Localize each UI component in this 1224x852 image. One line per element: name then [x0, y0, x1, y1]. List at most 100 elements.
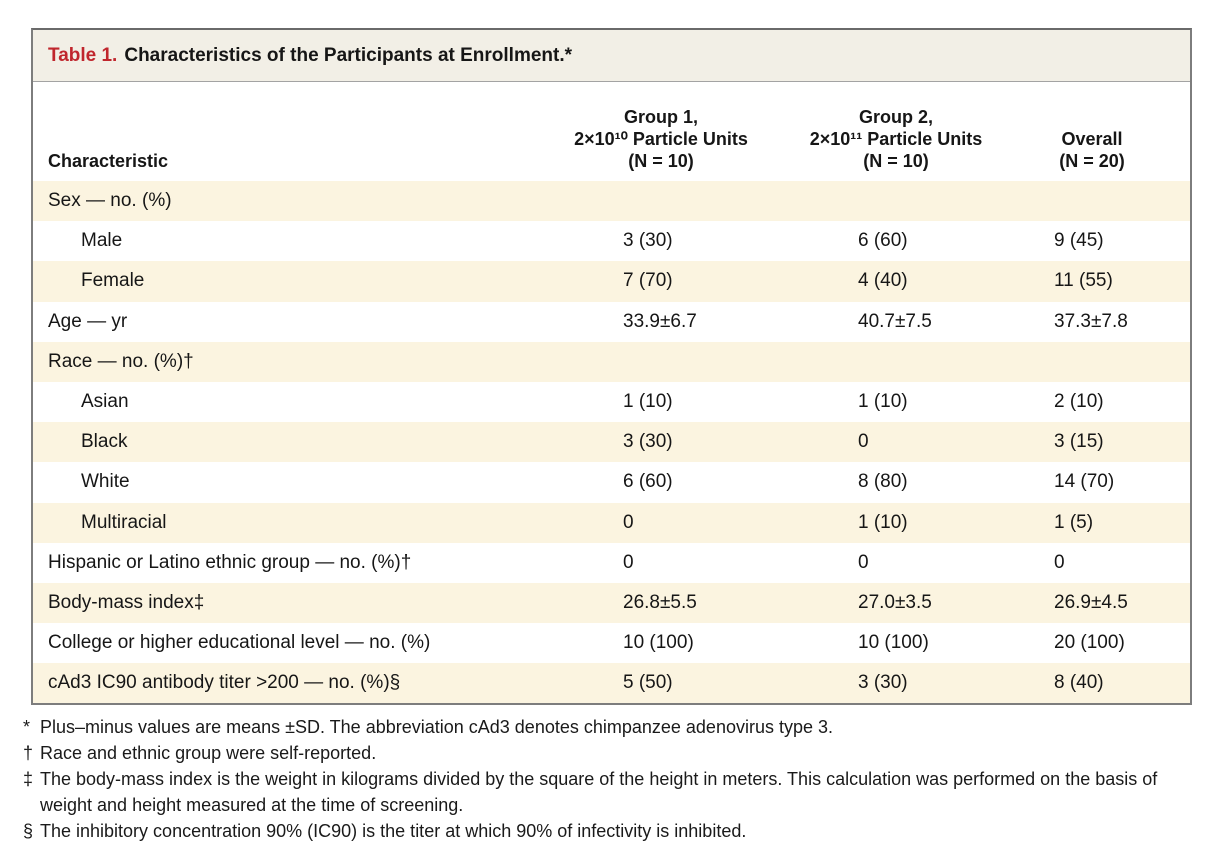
cell-value: 14 (70) [1054, 471, 1115, 493]
row-label: White [81, 471, 130, 493]
footnote-asterisk: * Plus–minus values are means ±SD. The ab… [23, 714, 1199, 740]
table-row: White 6 (60) 8 (80) 14 (70) [33, 462, 1190, 502]
cell-overall: 20 (100) [1011, 632, 1173, 654]
table-row: Black 3 (30) 0 3 (15) [33, 422, 1190, 463]
cell-group1: 6 (60) [541, 471, 781, 493]
row-label: Asian [81, 391, 129, 413]
cell-value: 11 (55) [1054, 270, 1113, 292]
cell-value: 3 (30) [858, 672, 908, 694]
cell-value: 10 (100) [623, 632, 694, 654]
table-row: Hispanic or Latino ethnic group — no. (%… [33, 543, 1190, 583]
cell-value: 20 (100) [1054, 632, 1125, 654]
row-label: Age — yr [48, 310, 128, 332]
cell-group1: 0 [541, 552, 781, 574]
table-row: cAd3 IC90 antibody titer >200 — no. (%)§… [33, 663, 1190, 704]
cell-value: 9 (45) [1054, 230, 1104, 252]
cell-group2 [781, 351, 1011, 373]
table-row: Male 3 (30) 6 (60) 9 (45) [33, 221, 1190, 261]
footnote-text: Plus–minus values are means ±SD. The abb… [40, 717, 834, 737]
cell-group2: 8 (80) [781, 471, 1011, 493]
cell-overall: 11 (55) [1011, 270, 1173, 292]
cell-value: 0 [1054, 551, 1065, 573]
cell-group2: 3 (30) [781, 672, 1011, 694]
footnotes: * Plus–minus values are means ±SD. The ab… [23, 714, 1199, 844]
cell-overall: 8 (40) [1011, 672, 1173, 694]
cell-value: 0 [858, 551, 869, 573]
cell-value: 4 (40) [858, 270, 908, 292]
cell-value: 40.7±7.5 [858, 310, 932, 332]
row-label: Sex — no. (%) [48, 190, 172, 212]
table-number: Table 1. [48, 44, 118, 66]
cell-value: 10 (100) [858, 632, 929, 654]
cell-overall: 14 (70) [1011, 471, 1173, 493]
cell-overall [1011, 190, 1173, 212]
cell-value: 27.0±3.5 [858, 591, 932, 613]
cell-group2: 10 (100) [781, 632, 1011, 654]
cell-value: 8 (80) [858, 471, 908, 493]
footnote-text: The body-mass index is the weight in kil… [40, 769, 1158, 815]
cell-group2: 1 (10) [781, 512, 1011, 534]
cell-value: 0 [623, 551, 634, 573]
table-row: Race — no. (%)† [33, 341, 1190, 382]
cell-group2: 4 (40) [781, 270, 1011, 292]
cell-value: 0 [858, 431, 869, 453]
cell-group1: 1 (10) [541, 391, 781, 413]
footnote-section: § The inhibitory concentration 90% (IC90)… [23, 818, 1199, 844]
cell-value: 6 (60) [623, 471, 673, 493]
column-header-group1: Group 1, 2×10¹⁰ Particle Units (N = 10) [574, 107, 748, 171]
cell-value: 3 (30) [623, 230, 673, 252]
cell-group1: 7 (70) [541, 270, 781, 292]
table-row: Asian 1 (10) 1 (10) 2 (10) [33, 382, 1190, 422]
cell-group1: 26.8±5.5 [541, 592, 781, 614]
cell-group2: 27.0±3.5 [781, 592, 1011, 614]
cell-group1: 3 (30) [541, 431, 781, 453]
cell-group1 [541, 351, 781, 373]
cell-value: 7 (70) [623, 270, 673, 292]
cell-group2: 0 [781, 431, 1011, 453]
table-body: Sex — no. (%) Male 3 (30) 6 (60) 9 (45) Femal… [33, 181, 1190, 704]
row-label: College or higher educational level — no… [48, 632, 431, 654]
footnote-double-dagger: ‡ The body-mass index is the weight in ki… [23, 766, 1199, 818]
footnote-text: The inhibitory concentration 90% (IC90) … [40, 821, 747, 841]
cell-overall: 0 [1011, 552, 1173, 574]
cell-value: 3 (30) [623, 431, 673, 453]
table1-card: Table 1. Characteristics of the Particip… [31, 28, 1192, 706]
footnote-dagger: † Race and ethnic group were self-reporte… [23, 740, 1199, 766]
column-header-group2: Group 2, 2×10¹¹ Particle Units (N = 10) [809, 107, 983, 171]
row-label: Black [81, 431, 128, 453]
cell-value: 6 (60) [858, 230, 908, 252]
cell-overall: 37.3±7.8 [1011, 311, 1173, 333]
table-row: Sex — no. (%) [33, 181, 1190, 222]
column-header-overall: Overall (N = 20) [1059, 129, 1125, 171]
cell-value: 1 (5) [1054, 511, 1094, 533]
cell-value: 0 [623, 511, 634, 533]
cell-overall: 1 (5) [1011, 512, 1173, 534]
column-header-characteristic: Characteristic [48, 151, 169, 171]
footnote-text: Race and ethnic group were self-reported… [40, 743, 377, 763]
cell-overall: 26.9±4.5 [1011, 592, 1173, 614]
cell-group1: 33.9±6.7 [541, 311, 781, 333]
cell-group2: 0 [781, 552, 1011, 574]
cell-overall [1011, 351, 1173, 373]
cell-value: 1 (10) [623, 391, 673, 413]
cell-value: 37.3±7.8 [1054, 310, 1128, 332]
row-label: Body-mass index‡ [48, 591, 205, 613]
table-row: Age — yr 33.9±6.7 40.7±7.5 37.3±7.8 [33, 302, 1190, 342]
table-title-bar: Table 1. Characteristics of the Particip… [33, 30, 1190, 82]
cell-group1 [541, 190, 781, 212]
row-label: Hispanic or Latino ethnic group — no. (%… [48, 551, 412, 573]
cell-overall: 2 (10) [1011, 391, 1173, 413]
cell-value: 5 (50) [623, 672, 673, 694]
table-row: Female 7 (70) 4 (40) 11 (55) [33, 261, 1190, 302]
cell-overall: 3 (15) [1011, 431, 1173, 453]
row-label: Male [81, 230, 123, 252]
table-row: Multiracial 0 1 (10) 1 (5) [33, 502, 1190, 543]
cell-value: 8 (40) [1054, 672, 1104, 694]
cell-group2: 40.7±7.5 [781, 311, 1011, 333]
cell-group2 [781, 190, 1011, 212]
row-label: cAd3 IC90 antibody titer >200 — no. (%)§ [48, 672, 401, 694]
cell-overall: 9 (45) [1011, 230, 1173, 252]
cell-value: 26.8±5.5 [623, 591, 697, 613]
cell-value: 1 (10) [858, 391, 908, 413]
cell-group1: 5 (50) [541, 672, 781, 694]
